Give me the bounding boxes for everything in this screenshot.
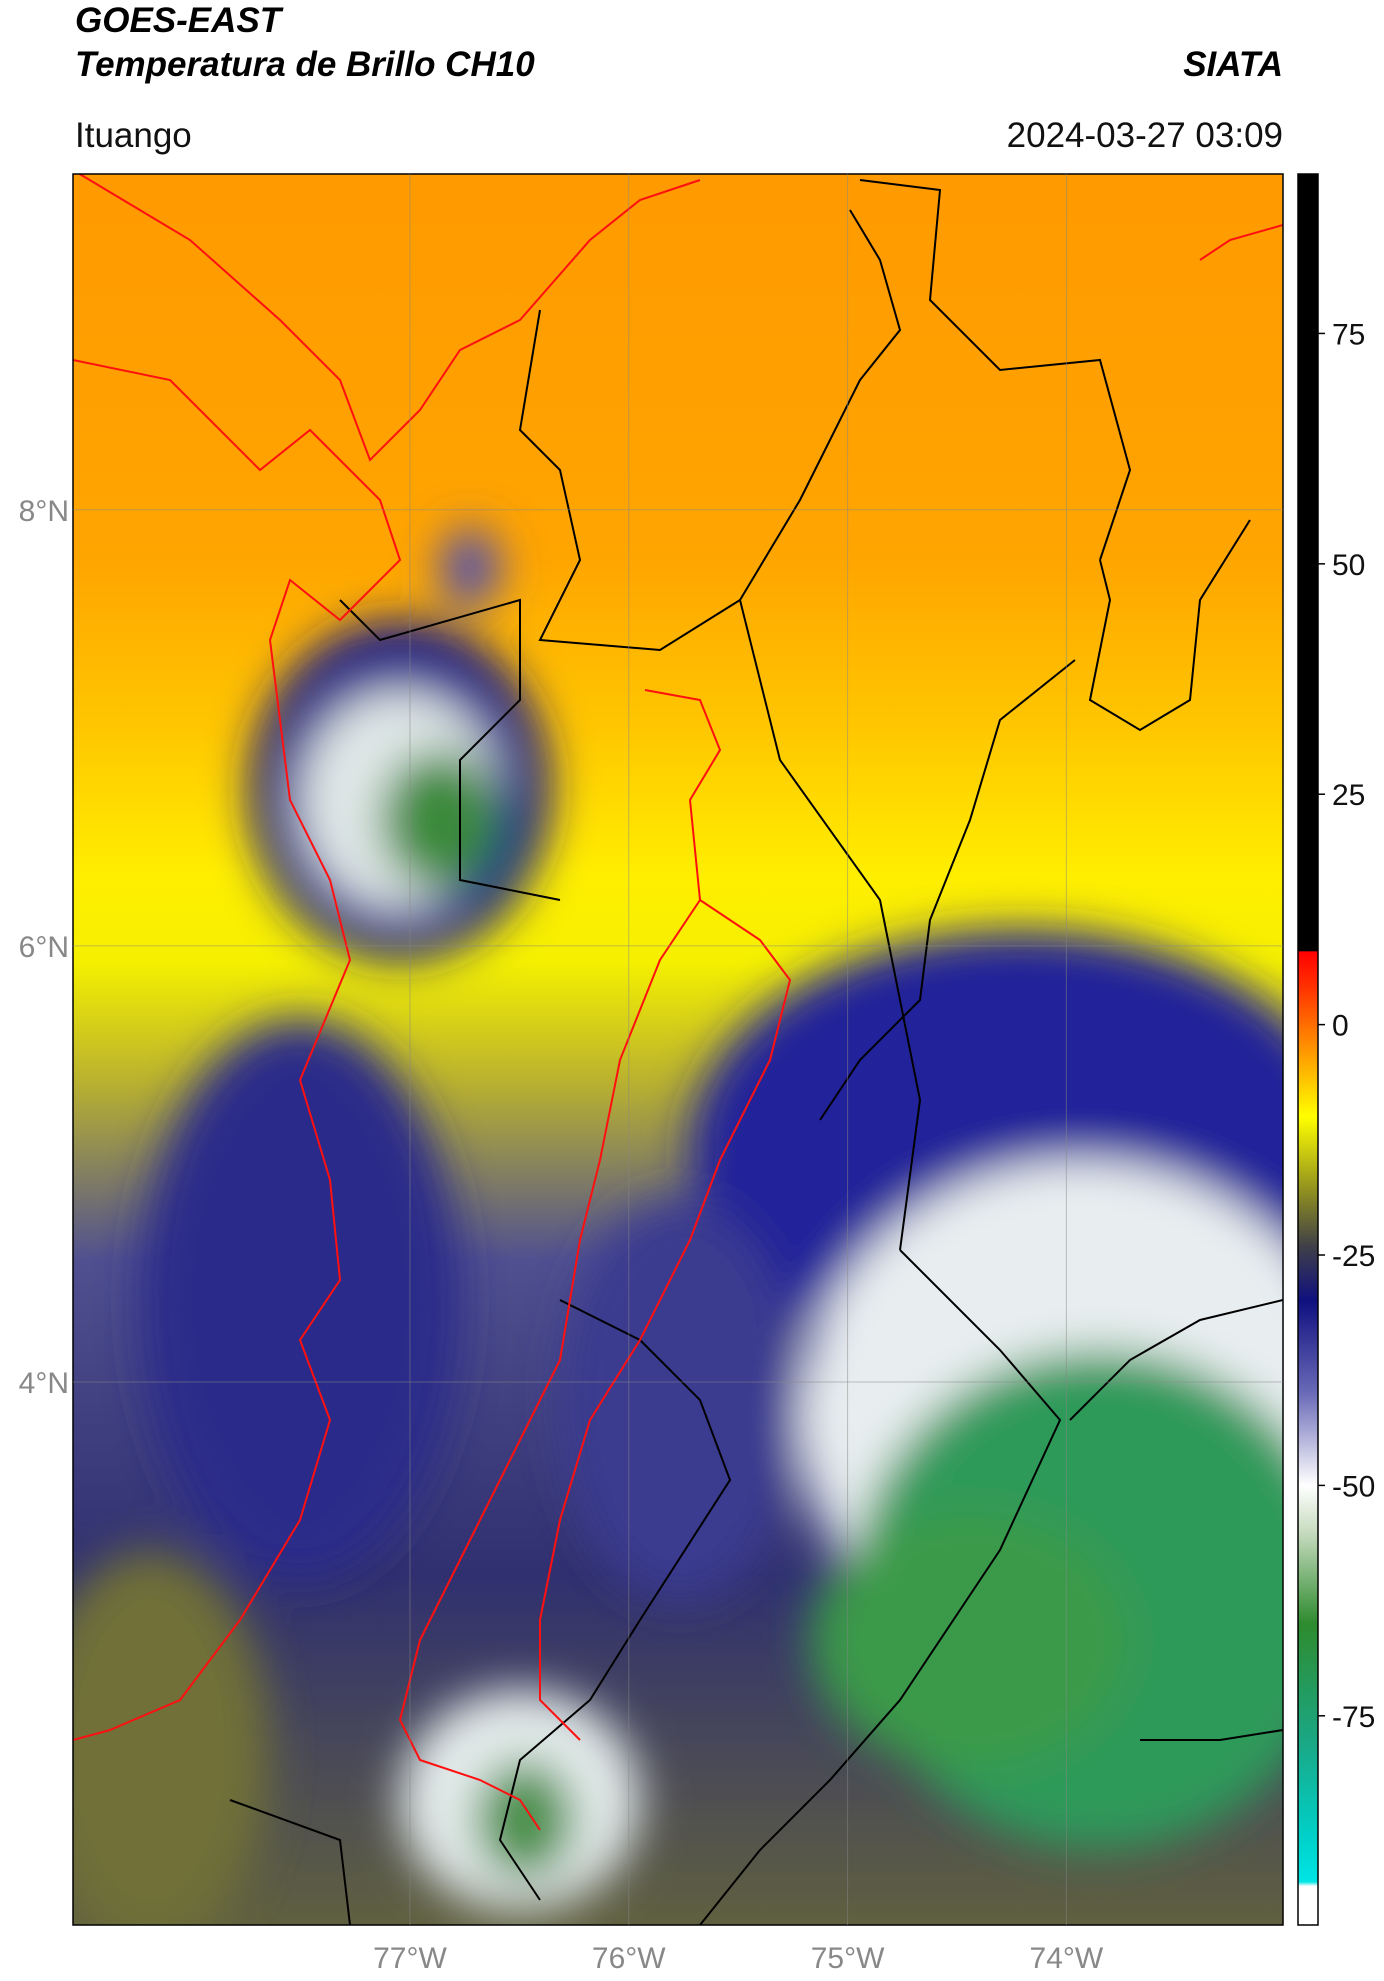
map-frame [72,173,1284,1926]
colorbar-tick-label: 50 [1332,549,1365,582]
lon-label: 76°W [592,1942,666,1975]
colorbar-tick-label: -25 [1332,1240,1375,1273]
boundaries-red [73,174,1283,1831]
subtitle: Temperatura de Brillo CH10 [75,45,535,84]
colorbar-frame [1297,173,1319,1926]
lat-label: 4°N [19,1367,69,1400]
borders [229,179,1283,1925]
colorbar-tick-label: -75 [1332,1701,1375,1734]
source: SIATA [1183,45,1283,84]
lon-label: 75°W [811,1942,885,1975]
satellite-image [73,174,1283,1925]
datetime: 2024-03-27 03:09 [1007,116,1283,155]
colorbar [1298,174,1318,1925]
colorbar-tick-label: -50 [1332,1470,1375,1503]
lon-label: 74°W [1030,1942,1104,1975]
colorbar-tick-label: 0 [1332,1010,1349,1043]
lat-label: 8°N [19,495,69,528]
lat-label: 6°N [19,931,69,964]
colorbar-tick-label: 75 [1332,318,1365,351]
location: Ituango [75,116,192,155]
lon-label: 77°W [373,1942,447,1975]
colorbar-tick-label: 25 [1332,779,1365,812]
title: GOES-EAST [75,1,284,40]
